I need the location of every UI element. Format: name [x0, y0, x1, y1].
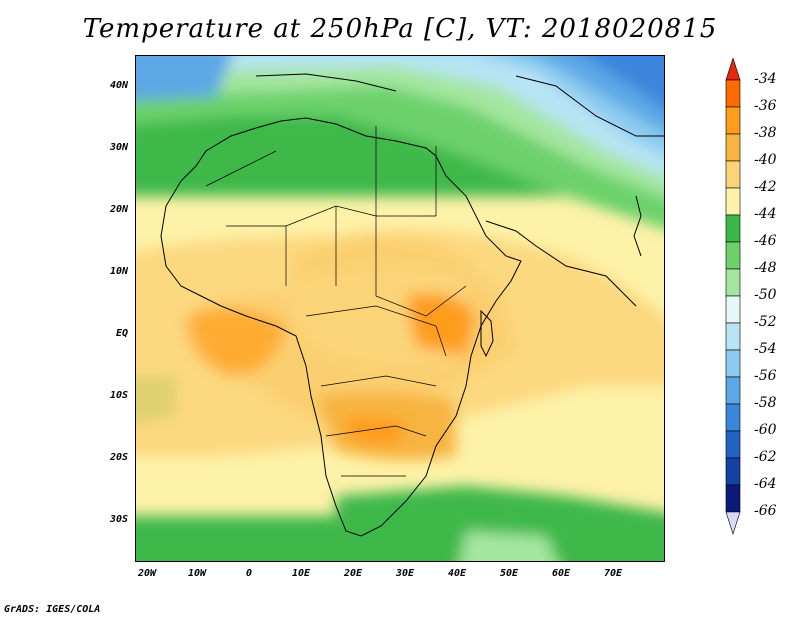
colorbar-label: -54 — [754, 341, 777, 357]
lat-label-40n: 40N — [109, 80, 128, 91]
lon-label-0: 0 — [245, 568, 253, 579]
colorbar-label: -34 — [754, 71, 777, 87]
colorbar-block — [725, 241, 741, 270]
colorbar-label: -64 — [754, 476, 777, 492]
colorbar-block — [725, 295, 741, 324]
lat-label-30s: 30S — [109, 514, 128, 525]
lat-label-10n: 10N — [109, 266, 128, 277]
colorbar-bottom-arrow — [725, 511, 741, 535]
lat-label-30n: 30N — [109, 142, 128, 153]
colorbar-block — [725, 160, 741, 189]
colorbar-label: -60 — [754, 422, 777, 438]
colorbar-block — [725, 484, 741, 513]
colorbar-block — [725, 403, 741, 432]
colorbar-label: -58 — [754, 395, 777, 411]
lat-label-20s: 20S — [109, 452, 128, 463]
colorbar-label: -52 — [754, 314, 777, 330]
map-field — [136, 56, 664, 561]
colorbar-block — [725, 430, 741, 459]
colorbar — [725, 58, 741, 535]
colorbar-block — [725, 79, 741, 108]
colorbar-block — [725, 376, 741, 405]
lon-label-60e: 60E — [551, 568, 571, 579]
lon-label-30e: 30E — [395, 568, 415, 579]
lon-label-10w: 10W — [187, 568, 207, 579]
lat-label-20n: 20N — [109, 204, 128, 215]
colorbar-label: -44 — [754, 206, 777, 222]
lat-label-eq: EQ — [115, 328, 128, 339]
colorbar-block — [725, 214, 741, 243]
temperature-map — [135, 55, 665, 562]
chart-title: Temperature at 250hPa [C], VT: 201802081… — [82, 14, 718, 44]
colorbar-label: -38 — [754, 125, 777, 141]
colorbar-label: -62 — [754, 449, 777, 465]
colorbar-block — [725, 106, 741, 135]
colorbar-block — [725, 349, 741, 378]
lat-label-10s: 10S — [109, 390, 128, 401]
lon-label-10e: 10E — [291, 568, 311, 579]
lon-label-50e: 50E — [499, 568, 519, 579]
lon-label-20e: 20E — [343, 568, 363, 579]
colorbar-block — [725, 133, 741, 162]
colorbar-label: -66 — [754, 503, 777, 519]
colorbar-block — [725, 457, 741, 486]
colorbar-label: -36 — [754, 98, 777, 114]
colorbar-label: -40 — [754, 152, 777, 168]
colorbar-label: -56 — [754, 368, 777, 384]
colorbar-block — [725, 322, 741, 351]
lon-label-20w: 20W — [137, 568, 157, 579]
colorbar-block — [725, 187, 741, 216]
colorbar-label: -48 — [754, 260, 777, 276]
lon-label-40e: 40E — [447, 568, 467, 579]
grads-credit: GrADS: IGES/COLA — [4, 604, 101, 615]
colorbar-label: -42 — [754, 179, 777, 195]
lon-label-70e: 70E — [603, 568, 623, 579]
colorbar-label: -50 — [754, 287, 777, 303]
colorbar-block — [725, 268, 741, 297]
colorbar-label: -46 — [754, 233, 777, 249]
colorbar-top-arrow — [725, 58, 741, 81]
